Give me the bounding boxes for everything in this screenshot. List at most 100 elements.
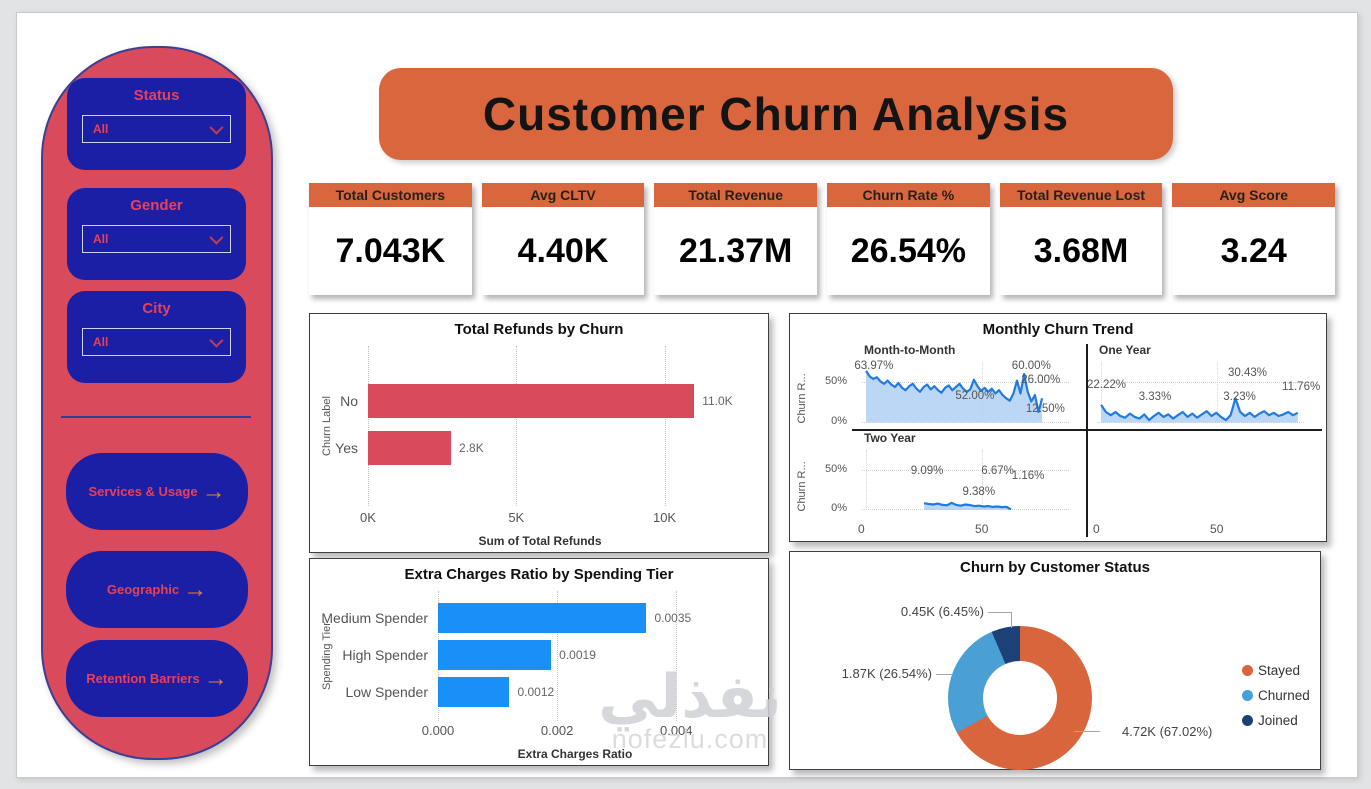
- legend-dot-icon: [1242, 665, 1253, 676]
- line-series[interactable]: [862, 362, 1069, 423]
- legend-label: Stayed: [1258, 663, 1301, 678]
- data-label: 52.00%: [955, 390, 995, 403]
- data-label: 30.43%: [1228, 366, 1268, 379]
- kpi-label: Avg CLTV: [481, 183, 645, 207]
- data-label: 1.16%: [1011, 469, 1045, 482]
- x-tick: 0.002: [540, 723, 574, 738]
- refunds-bar-chart: Churn Label No 11.0K Yes 2.8K 0K 5K 10K Sum of T…: [320, 346, 758, 548]
- bar-value-label: 0.0035: [654, 611, 692, 625]
- chevron-down-icon: [209, 333, 224, 348]
- bar-yes[interactable]: [368, 431, 452, 465]
- data-label: 12.50%: [1025, 403, 1065, 416]
- nav-button-geographic[interactable]: Geographic →: [66, 551, 248, 628]
- legend: Stayed Churned Joined: [1242, 658, 1310, 733]
- filter-card-gender: Gender All: [67, 188, 246, 280]
- arrow-right-icon: →: [183, 575, 208, 603]
- gender-dropdown[interactable]: All: [82, 225, 231, 253]
- trend-panel-title: Two Year: [864, 430, 916, 445]
- gridline: [1097, 382, 1304, 384]
- plot-area: [862, 362, 1069, 423]
- gridline: [1101, 362, 1103, 423]
- x-tick: 50: [975, 522, 989, 536]
- plot-gridlines: [368, 346, 712, 506]
- kpi-card-total-revenue: Total Revenue 21.37M: [654, 183, 818, 295]
- x-tick: 0: [1093, 522, 1100, 536]
- data-label: 9.09%: [910, 464, 944, 477]
- title-banner: Customer Churn Analysis: [379, 68, 1173, 160]
- bar-value-label: 11.0K: [702, 394, 733, 408]
- churn-trend-chart: Churn R... 50% 0% Churn R... 50% 0% Month-to-M…: [794, 342, 1322, 539]
- legend-item-churned[interactable]: Churned: [1242, 683, 1310, 708]
- y-axis-title: Churn R...: [796, 460, 808, 511]
- y-axis-title: Churn R...: [796, 373, 808, 424]
- filter-label-gender: Gender: [130, 197, 183, 214]
- gridline: [557, 591, 559, 721]
- kpi-label: Total Revenue: [654, 183, 818, 207]
- kpi-card-avg-cltv: Avg CLTV 4.40K: [481, 183, 645, 295]
- y-tick: 50%: [824, 462, 847, 475]
- report-canvas: Status All Gender All City All: [16, 12, 1358, 778]
- kpi-card-total-revenue-lost: Total Revenue Lost 3.68M: [999, 183, 1163, 295]
- x-axis-ticks: 0K 5K 10K: [360, 510, 712, 528]
- extra-charges-bar-chart: Spending Tier Medium Spender 0.0035 High Sp…: [320, 591, 758, 761]
- legend-label: Joined: [1258, 713, 1298, 728]
- customer-status-donut-chart: 4.72K (67.02%) 1.87K (26.54%) 0.45K (6.45%…: [790, 578, 1320, 770]
- kpi-value: 26.54%: [850, 231, 967, 270]
- data-label: 63.97%: [854, 359, 894, 372]
- callout-line: [1074, 731, 1100, 732]
- kpi-row: Total Customers 7.043K Avg CLTV 4.40K To…: [309, 183, 1336, 295]
- plot-area: [862, 449, 1069, 511]
- trend-panel-title: Month-to-Month: [864, 343, 956, 357]
- bar-row: No 11.0K: [320, 384, 758, 418]
- x-tick: 50: [1210, 522, 1224, 536]
- bar-value-label: 2.8K: [459, 441, 484, 455]
- line-series[interactable]: [862, 450, 1069, 511]
- kpi-card-churn-rate: Churn Rate % 26.54%: [827, 183, 990, 295]
- bar-high-spender[interactable]: [438, 640, 552, 670]
- callout-line: [988, 612, 1012, 613]
- callout-line: [1011, 612, 1012, 628]
- city-dropdown[interactable]: All: [82, 328, 231, 356]
- data-label: 22.22%: [1087, 378, 1127, 391]
- data-label: 11.76%: [1282, 381, 1321, 394]
- gridline: [664, 346, 666, 506]
- kpi-card-avg-score: Avg Score 3.24: [1172, 183, 1336, 295]
- chart-title: Total Refunds by Churn: [454, 321, 624, 338]
- legend-item-joined[interactable]: Joined: [1242, 708, 1310, 733]
- kpi-value: 3.68M: [1033, 231, 1129, 270]
- filter-label-status: Status: [133, 87, 180, 104]
- data-label: 26.00%: [1021, 374, 1061, 387]
- nav-button-retention-barriers[interactable]: Retention Barriers →: [66, 640, 248, 717]
- nav-button-label: Services & Usage: [88, 484, 198, 499]
- gridline: [1217, 362, 1219, 423]
- status-dropdown[interactable]: All: [82, 115, 231, 143]
- bar-row: High Spender 0.0019: [320, 640, 758, 670]
- page-title: Customer Churn Analysis: [482, 88, 1070, 140]
- panel-total-refunds-by-churn: Total Refunds by Churn Churn Label No 11.0…: [309, 313, 769, 553]
- x-axis-ticks: 0.000 0.002 0.004: [422, 723, 712, 741]
- data-label: 3.33%: [1138, 391, 1172, 403]
- kpi-value: 7.043K: [335, 231, 446, 270]
- line-series[interactable]: [1097, 362, 1304, 423]
- category-label: No: [340, 393, 358, 409]
- chevron-down-icon: [209, 120, 224, 135]
- trend-panel-month-to-month: Month-to-Month 63.97% 52.00% 60.00% 26.00% 12…: [852, 342, 1087, 430]
- dropdown-value: All: [93, 232, 109, 246]
- filter-label-city: City: [142, 300, 171, 317]
- gridline: [368, 346, 369, 506]
- data-label: 60.00%: [1011, 359, 1051, 372]
- panel-separator-vertical: [1086, 344, 1088, 537]
- legend-item-stayed[interactable]: Stayed: [1242, 658, 1310, 683]
- bar-low-spender[interactable]: [438, 677, 510, 707]
- bar-value-label: 0.0019: [559, 648, 596, 662]
- gridline: [866, 449, 868, 510]
- bar-row: Medium Spender 0.0035: [320, 603, 758, 633]
- bar-medium-spender[interactable]: [438, 603, 647, 633]
- nav-button-services-usage[interactable]: Services & Usage →: [66, 453, 248, 530]
- x-tick: 0.004: [659, 723, 693, 738]
- bar-no[interactable]: [368, 384, 695, 418]
- callout-churned: 1.87K (26.54%): [841, 666, 932, 681]
- category-label: Medium Spender: [321, 610, 428, 626]
- y-tick: 0%: [831, 414, 847, 427]
